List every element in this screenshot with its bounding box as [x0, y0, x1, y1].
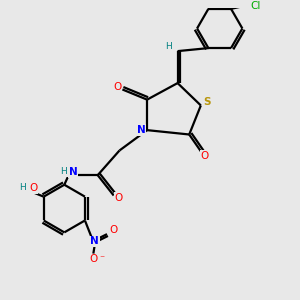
Text: Cl: Cl	[250, 1, 260, 11]
Text: S: S	[203, 97, 210, 107]
Text: O: O	[109, 225, 118, 235]
Text: O: O	[113, 82, 121, 92]
Text: N: N	[90, 236, 99, 246]
Text: O: O	[200, 151, 209, 161]
Text: N: N	[69, 167, 77, 177]
Text: H: H	[60, 167, 67, 176]
Text: O: O	[29, 183, 38, 193]
Text: H: H	[165, 42, 172, 51]
Text: O: O	[89, 254, 98, 264]
Text: ⁻: ⁻	[99, 254, 104, 264]
Text: H: H	[20, 183, 26, 192]
Text: O: O	[115, 193, 123, 203]
Text: N: N	[137, 125, 146, 135]
